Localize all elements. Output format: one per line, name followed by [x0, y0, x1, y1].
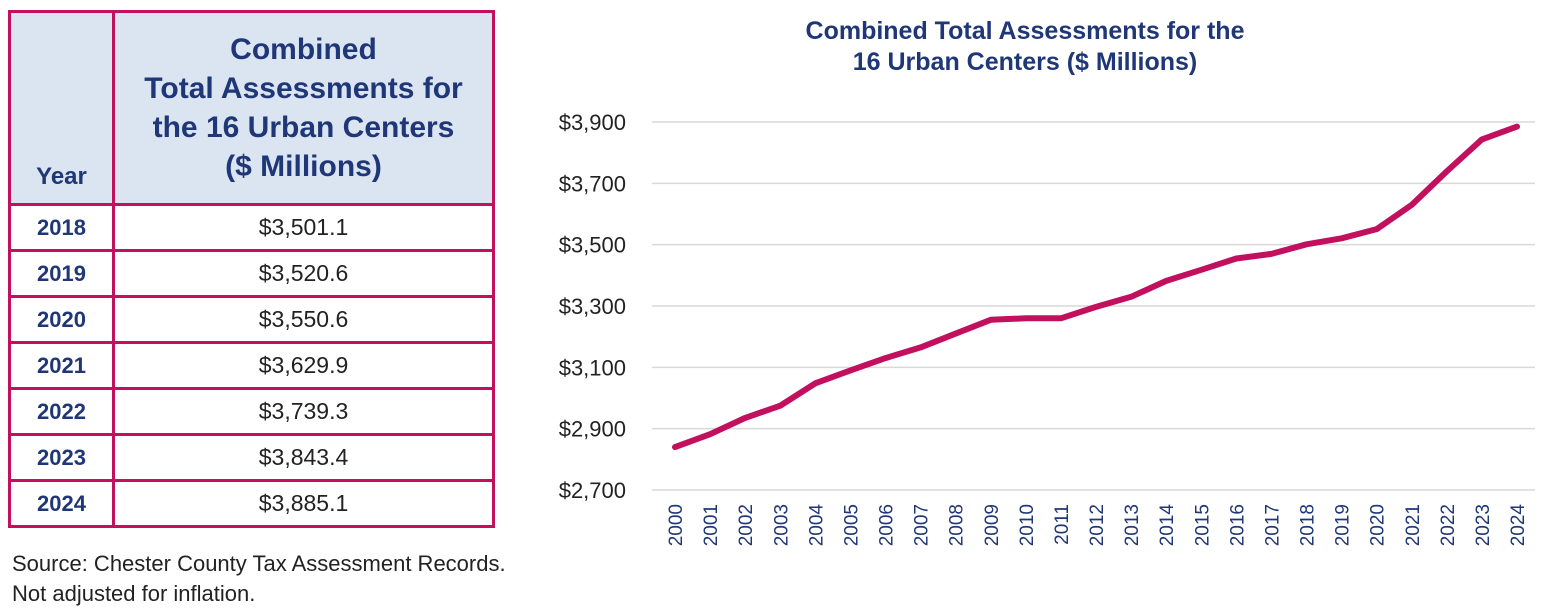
y-tick-label: $3,900: [559, 110, 626, 135]
year-cell: 2020: [8, 295, 115, 344]
x-tick-label: 2000: [666, 504, 687, 546]
x-tick-label: 2012: [1087, 504, 1108, 546]
x-tick-label: 2001: [701, 504, 722, 546]
value-header-line: Combined: [230, 33, 377, 66]
x-tick-label: 2013: [1122, 504, 1143, 546]
year-cell: 2022: [8, 387, 115, 436]
y-tick-label: $3,500: [559, 233, 626, 258]
table-row: 2024 $3,885.1: [8, 479, 495, 528]
assessments-table: Year Combined Total Assessments for the …: [8, 10, 495, 528]
value-cell: $3,885.1: [112, 479, 495, 528]
value-header-line: ($ Millions): [225, 150, 382, 183]
value-cell: $3,501.1: [112, 203, 495, 252]
chart-title: Combined Total Assessments for the 16 Ur…: [700, 16, 1350, 78]
value-cell: $3,629.9: [112, 341, 495, 390]
y-tick-label: $2,900: [559, 417, 626, 442]
table-header-row: Year Combined Total Assessments for the …: [8, 10, 495, 206]
value-cell: $3,843.4: [112, 433, 495, 482]
x-tick-label: 2009: [982, 504, 1003, 546]
table-row: 2022 $3,739.3: [8, 387, 495, 436]
x-tick-label: 2014: [1157, 504, 1178, 547]
x-tick-label: 2022: [1438, 504, 1459, 546]
series-line: [672, 123, 1520, 451]
x-tick-label: 2006: [877, 504, 898, 546]
value-cell: $3,739.3: [112, 387, 495, 436]
year-column-header: Year: [8, 10, 115, 206]
x-tick-label: 2015: [1192, 504, 1213, 546]
x-tick-label: 2008: [947, 504, 968, 546]
x-tick-label: 2002: [736, 504, 757, 546]
table-row: 2023 $3,843.4: [8, 433, 495, 482]
x-tick-label: 2005: [841, 504, 862, 546]
chart-title-line: Combined Total Assessments for the: [805, 17, 1245, 45]
x-tick-label: 2003: [771, 504, 792, 546]
y-tick-label: $2,700: [559, 478, 626, 503]
year-cell: 2024: [8, 479, 115, 528]
x-tick-label: 2018: [1298, 504, 1319, 546]
x-tick-label: 2017: [1262, 504, 1283, 546]
chart-title-line: 16 Urban Centers ($ Millions): [852, 48, 1198, 76]
x-tick-label: 2019: [1333, 504, 1354, 546]
year-cell: 2023: [8, 433, 115, 482]
table-row: 2018 $3,501.1: [8, 203, 495, 252]
year-cell: 2018: [8, 203, 115, 252]
year-cell: 2019: [8, 249, 115, 298]
year-cell: 2021: [8, 341, 115, 390]
x-tick-label: 2010: [1017, 504, 1038, 546]
value-cell: $3,550.6: [112, 295, 495, 344]
value-column-header: Combined Total Assessments for the 16 Ur…: [112, 10, 495, 206]
inflation-note: Not adjusted for inflation.: [12, 581, 256, 606]
value-header-line: the 16 Urban Centers: [152, 111, 455, 144]
x-tick-label: 2004: [806, 504, 827, 547]
value-header-line: Total Assessments for: [144, 72, 463, 105]
y-tick-label: $3,300: [559, 294, 626, 319]
x-tick-label: 2020: [1368, 504, 1389, 546]
table-row: 2019 $3,520.6: [8, 249, 495, 298]
x-tick-label: 2016: [1227, 504, 1248, 546]
y-tick-label: $3,100: [559, 355, 626, 380]
source-note: Source: Chester County Tax Assessment Re…: [12, 549, 506, 609]
y-tick-label: $3,700: [559, 171, 626, 196]
x-tick-label: 2021: [1403, 504, 1424, 546]
x-tick-label: 2023: [1473, 504, 1494, 546]
source-line: Source: Chester County Tax Assessment Re…: [12, 551, 506, 576]
table-row: 2020 $3,550.6: [8, 295, 495, 344]
x-tick-label: 2024: [1508, 504, 1529, 547]
x-tick-label: 2011: [1052, 504, 1073, 545]
x-tick-label: 2007: [912, 504, 933, 546]
value-cell: $3,520.6: [112, 249, 495, 298]
table-row: 2021 $3,629.9: [8, 341, 495, 390]
